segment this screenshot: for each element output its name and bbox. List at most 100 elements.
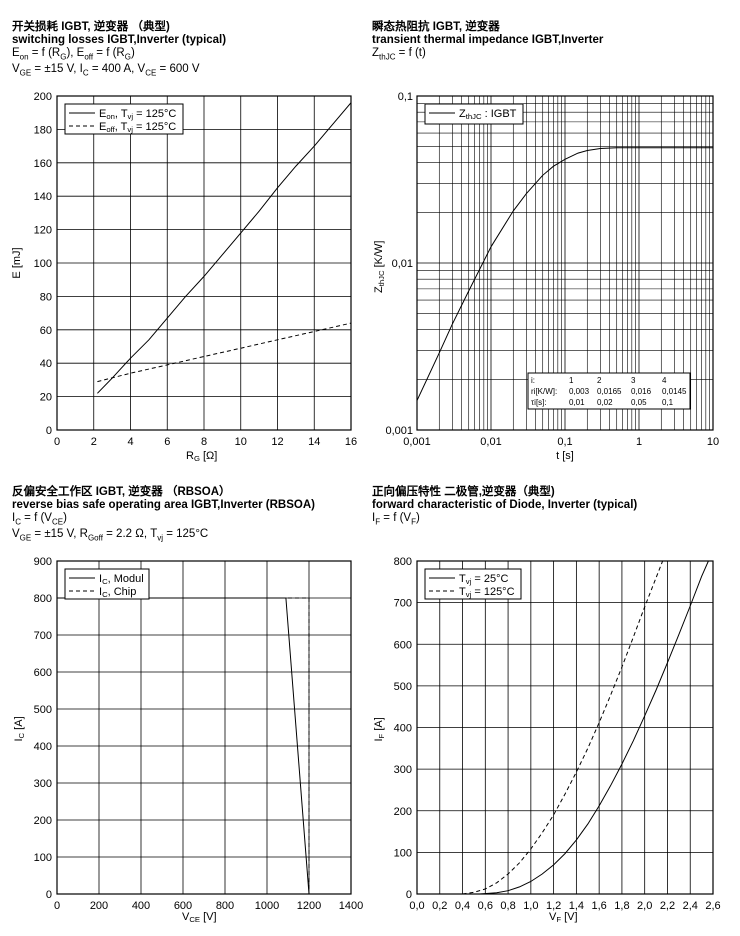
chart-thermal-impedance: 0,001 0,01 0,1 1 10 0,001 0,01 0,1 ZthJC : IGBT i… xyxy=(373,91,719,462)
x-tick-label: 0,0 xyxy=(409,900,424,912)
param-table-cell: 0,01 xyxy=(569,398,585,407)
plot-frame xyxy=(416,95,714,431)
chart-conditions: VGE = ±15 V, IC = 400 A, VCE = 600 V xyxy=(12,63,200,78)
x-axis-title: VCE [V] xyxy=(182,911,217,924)
plot-frame xyxy=(56,95,352,431)
chart-title-cn: 正向偏压特性 二极管,逆变器（典型) xyxy=(372,486,555,498)
x-tick-label: 1,2 xyxy=(546,900,561,912)
chart-header-thermal-impedance: 瞬态热阻抗 IGBT, 逆变器 transient thermal impeda… xyxy=(372,21,603,63)
x-axis-title: t [s] xyxy=(556,450,574,462)
x-tick-label: 2,0 xyxy=(637,900,652,912)
x-tick-label: 0,001 xyxy=(403,436,431,448)
x-tick-label: 1000 xyxy=(255,900,279,912)
x-tick-label: 1200 xyxy=(297,900,321,912)
x-tick-label: 12 xyxy=(271,436,283,448)
x-tick-label: 1 xyxy=(636,436,642,448)
y-tick-label: 300 xyxy=(394,764,412,776)
y-tick-label: 0 xyxy=(406,889,412,901)
param-table-header: 1 xyxy=(569,376,574,385)
series-line-2 xyxy=(97,322,351,383)
x-tick-label: 10 xyxy=(235,436,247,448)
chart-header-rbsoa: 反偏安全工作区 IGBT, 逆变器 （RBSOA） reverse bias s… xyxy=(12,486,315,545)
y-axis-title: E [mJ] xyxy=(11,247,23,278)
y-tick-label: 0,01 xyxy=(392,258,413,270)
y-tick-label: 700 xyxy=(34,630,52,642)
x-axis-title: RG [Ω] xyxy=(186,450,217,463)
chart-header-forward-characteristic: 正向偏压特性 二极管,逆变器（典型) forward characteristi… xyxy=(372,486,637,528)
x-tick-label: 4 xyxy=(127,436,133,448)
param-table-cell: 0,0165 xyxy=(597,387,622,396)
x-tick-label: 0,6 xyxy=(478,900,493,912)
x-tick-label: 2,2 xyxy=(660,900,675,912)
x-tick-label: 14 xyxy=(308,436,320,448)
y-tick-label: 300 xyxy=(34,778,52,790)
chart-header-switching-losses: 开关损耗 IGBT, 逆变器 （典型) switching losses IGB… xyxy=(12,21,226,80)
y-tick-label: 800 xyxy=(34,593,52,605)
y-tick-label: 80 xyxy=(40,291,52,303)
x-tick-label: 600 xyxy=(174,900,192,912)
param-table-cell: 0,0145 xyxy=(662,387,687,396)
y-tick-label: 100 xyxy=(34,258,52,270)
param-table-header: 4 xyxy=(662,376,667,385)
y-tick-label: 180 xyxy=(34,124,52,136)
y-tick-label: 0,1 xyxy=(398,91,413,103)
y-tick-label: 900 xyxy=(34,556,52,568)
series-line-2 xyxy=(462,561,664,894)
x-tick-label: 8 xyxy=(201,436,207,448)
y-axis-title: ZthJC [K/W] xyxy=(373,241,386,294)
x-tick-label: 0 xyxy=(54,900,60,912)
param-table-cell: 0,003 xyxy=(569,387,590,396)
x-tick-label: 0,1 xyxy=(557,436,572,448)
x-tick-label: 0,2 xyxy=(432,900,447,912)
chart-formula: ZthJC = f (t) xyxy=(372,47,426,62)
legend-box xyxy=(424,103,524,125)
param-table-header: 3 xyxy=(631,376,636,385)
chart-conditions: VGE = ±15 V, RGoff = 2.2 Ω, Tvj = 125°C xyxy=(12,528,209,543)
x-tick-label: 10 xyxy=(707,436,719,448)
x-tick-label: 200 xyxy=(90,900,108,912)
plot-frame xyxy=(56,560,352,895)
y-tick-label: 100 xyxy=(34,852,52,864)
x-tick-label: 1,6 xyxy=(592,900,607,912)
param-table-cell: ri[K/W]: xyxy=(531,387,557,396)
y-tick-label: 0,001 xyxy=(385,425,413,437)
series-line-1 xyxy=(417,147,713,401)
plot-frame xyxy=(416,560,714,895)
chart-formula: IF = f (VF) xyxy=(372,512,420,527)
chart-rbsoa: 0 200 400 600 800 1000 1200 1400 0 100 200 300 400 50… xyxy=(13,556,363,924)
x-tick-label: 1,8 xyxy=(614,900,629,912)
param-table-header: 2 xyxy=(597,376,602,385)
chart-switching-losses: 0 2 4 6 8 10 12 14 16020406080100120140160180200… xyxy=(11,91,357,463)
y-tick-label: 200 xyxy=(394,806,412,818)
legend-box xyxy=(64,568,150,600)
param-table-cell: 0,02 xyxy=(597,398,613,407)
param-table-cell: 0,05 xyxy=(631,398,647,407)
x-tick-label: 1,4 xyxy=(569,900,584,912)
chart-title-cn: 反偏安全工作区 IGBT, 逆变器 （RBSOA） xyxy=(12,486,231,498)
y-axis-title: IC [A] xyxy=(13,716,26,741)
legend-label-25c: Tvj = 25°C xyxy=(459,573,508,586)
y-tick-label: 0 xyxy=(46,425,52,437)
x-tick-label: 2,4 xyxy=(683,900,698,912)
chart-formula: Eon = f (RG), Eoff = f (RG) xyxy=(12,47,135,62)
x-tick-label: 1,0 xyxy=(523,900,538,912)
param-table-header: i: xyxy=(531,376,535,385)
chart-title-en: switching losses IGBT,Inverter (typical) xyxy=(12,34,227,46)
series-line-1 xyxy=(97,102,351,394)
legend-box xyxy=(64,103,184,135)
x-tick-label: 0,8 xyxy=(500,900,515,912)
x-tick-label: 2,6 xyxy=(705,900,720,912)
y-tick-label: 120 xyxy=(34,225,52,237)
y-tick-label: 140 xyxy=(34,191,52,203)
y-tick-label: 100 xyxy=(394,847,412,859)
y-tick-label: 700 xyxy=(394,598,412,610)
legend-label-eoff: Eoff, Tvj = 125°C xyxy=(99,121,176,134)
x-axis-title: VF [V] xyxy=(549,911,578,924)
y-axis-title: IF [A] xyxy=(373,717,386,741)
y-tick-label: 400 xyxy=(34,741,52,753)
y-tick-label: 200 xyxy=(34,91,52,103)
legend-label-125c: Tvj = 125°C xyxy=(459,586,515,599)
y-tick-label: 160 xyxy=(34,158,52,170)
x-tick-label: 16 xyxy=(345,436,357,448)
